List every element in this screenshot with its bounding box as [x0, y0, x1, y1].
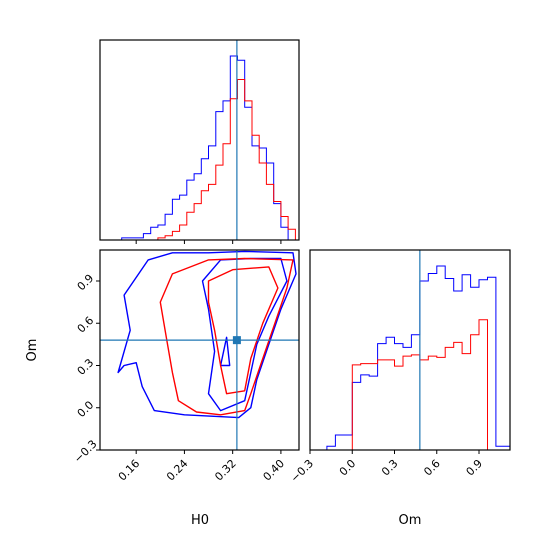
joint-xtick-label: 0.24	[164, 457, 191, 484]
h0-marginal-frame	[99, 39, 300, 241]
joint-xtick-label: 0.16	[116, 457, 143, 484]
joint-xtick-label: 0.32	[212, 457, 239, 484]
x-axis-label-om: Om	[399, 513, 422, 528]
contour-red-level-1	[207, 266, 279, 395]
h0-om-joint-panel: 0.16 0.24 0.32 0.40 −0.3 0.0 0.3 0.6 0.9	[71, 249, 300, 484]
h0-marginal-panel	[99, 39, 300, 244]
om-histogram-red	[310, 319, 510, 451]
om-histogram-blue	[310, 265, 511, 451]
om-xtick-label: 0.0	[337, 457, 359, 479]
joint-ytick-label: 0.3	[75, 356, 97, 378]
contour-blue-level-2	[219, 336, 231, 367]
joint-ytick-label: 0.0	[75, 398, 97, 420]
contour-blue-level-1	[201, 257, 288, 412]
om-marginal-frame	[309, 249, 511, 451]
joint-xtick-label: 0.40	[261, 457, 288, 484]
y-axis-label-om: Om	[25, 339, 40, 362]
om-xtick-label: −0.3	[288, 457, 316, 485]
h0-histogram-red	[100, 79, 299, 241]
joint-frame	[99, 249, 300, 451]
joint-ytick-label: 0.9	[75, 272, 97, 294]
contour-blue-level-0	[117, 250, 297, 419]
om-xtick-label: 0.3	[379, 457, 401, 479]
om-marginal-panel: −0.3 0.0 0.3 0.6 0.9	[288, 249, 511, 485]
joint-truth-marker	[232, 336, 241, 345]
joint-ytick-label: −0.3	[71, 437, 99, 465]
contour-red-level-0	[159, 257, 294, 416]
om-xtick-label: 0.6	[421, 457, 443, 479]
om-xtick-label: 0.9	[464, 457, 486, 479]
joint-ytick-label: 0.6	[75, 314, 97, 336]
h0-histogram-blue	[100, 55, 299, 241]
x-axis-label-h0: H0	[191, 513, 209, 528]
joint-contours	[117, 250, 297, 419]
